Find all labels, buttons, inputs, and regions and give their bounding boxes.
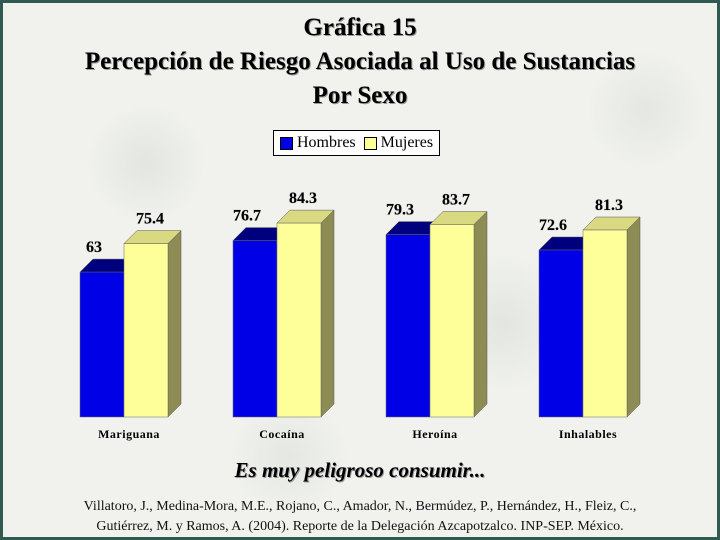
data-label-hombres-inhalables: 72.6 bbox=[539, 217, 567, 234]
citation: Villatoro, J., Medina-Mora, M.E., Rojano… bbox=[3, 497, 717, 537]
bar-mujeres-inhalables bbox=[582, 229, 628, 418]
chart-title-line-1: Gráfica 15 bbox=[303, 14, 417, 41]
chart-title-line-3: Por Sexo bbox=[312, 82, 408, 109]
data-label-mujeres-cocaina: 84.3 bbox=[289, 190, 317, 207]
category-label-mariguana: Mariguana bbox=[98, 427, 160, 441]
legend-item-hombres: Hombres bbox=[280, 134, 356, 152]
data-label-mujeres-mariguana: 75.4 bbox=[136, 211, 164, 228]
citation-line-1: Villatoro, J., Medina-Mora, M.E., Rojano… bbox=[83, 499, 637, 514]
data-label-mujeres-inhalables: 81.3 bbox=[595, 197, 623, 214]
chart-legend: Hombres Mujeres bbox=[273, 130, 441, 156]
legend-swatch-mujeres bbox=[363, 136, 377, 150]
data-label-hombres-heroina: 79.3 bbox=[386, 202, 414, 219]
bar-side-mujeres-heroina bbox=[473, 210, 488, 418]
data-label-hombres-cocaina: 76.7 bbox=[233, 208, 261, 225]
bar-side-mujeres-mariguana bbox=[167, 229, 182, 418]
bar-hombres-mariguana bbox=[79, 271, 125, 418]
category-label-cocaina: Cocaína bbox=[259, 427, 305, 441]
category-label-heroina: Heroína bbox=[412, 427, 457, 441]
citation-line-2: Gutiérrez, M. y Ramos, A. (2004). Report… bbox=[96, 519, 624, 534]
bar-side-mujeres-inhalables bbox=[626, 216, 641, 418]
bar-mujeres-mariguana bbox=[123, 243, 169, 418]
data-label-hombres-mariguana: 63 bbox=[86, 239, 102, 256]
bar-hombres-inhalables bbox=[538, 249, 584, 418]
category-label-inhalables: Inhalables bbox=[559, 427, 617, 441]
legend-label-mujeres: Mujeres bbox=[380, 134, 434, 151]
data-label-mujeres-heroina: 83.7 bbox=[442, 191, 470, 208]
bar-hombres-heroina bbox=[385, 234, 431, 418]
bar-hombres-cocaina bbox=[232, 240, 278, 418]
legend-label-hombres: Hombres bbox=[297, 134, 356, 151]
chart-title-line-2: Percepción de Riesgo Asociada al Uso de … bbox=[84, 48, 636, 75]
chart-subtitle: Es muy peligroso consumir... bbox=[234, 458, 486, 482]
bar-chart: 63 75.4 Mariguana 76.7 84.3 Cocaína 79.3 83.7 He… bbox=[79, 190, 641, 441]
bar-mujeres-cocaina bbox=[276, 222, 322, 418]
bar-side-mujeres-cocaina bbox=[320, 209, 335, 418]
legend-swatch-hombres bbox=[280, 136, 293, 150]
bar-mujeres-heroina bbox=[429, 224, 475, 418]
legend-item-mujeres: Mujeres bbox=[363, 134, 434, 152]
